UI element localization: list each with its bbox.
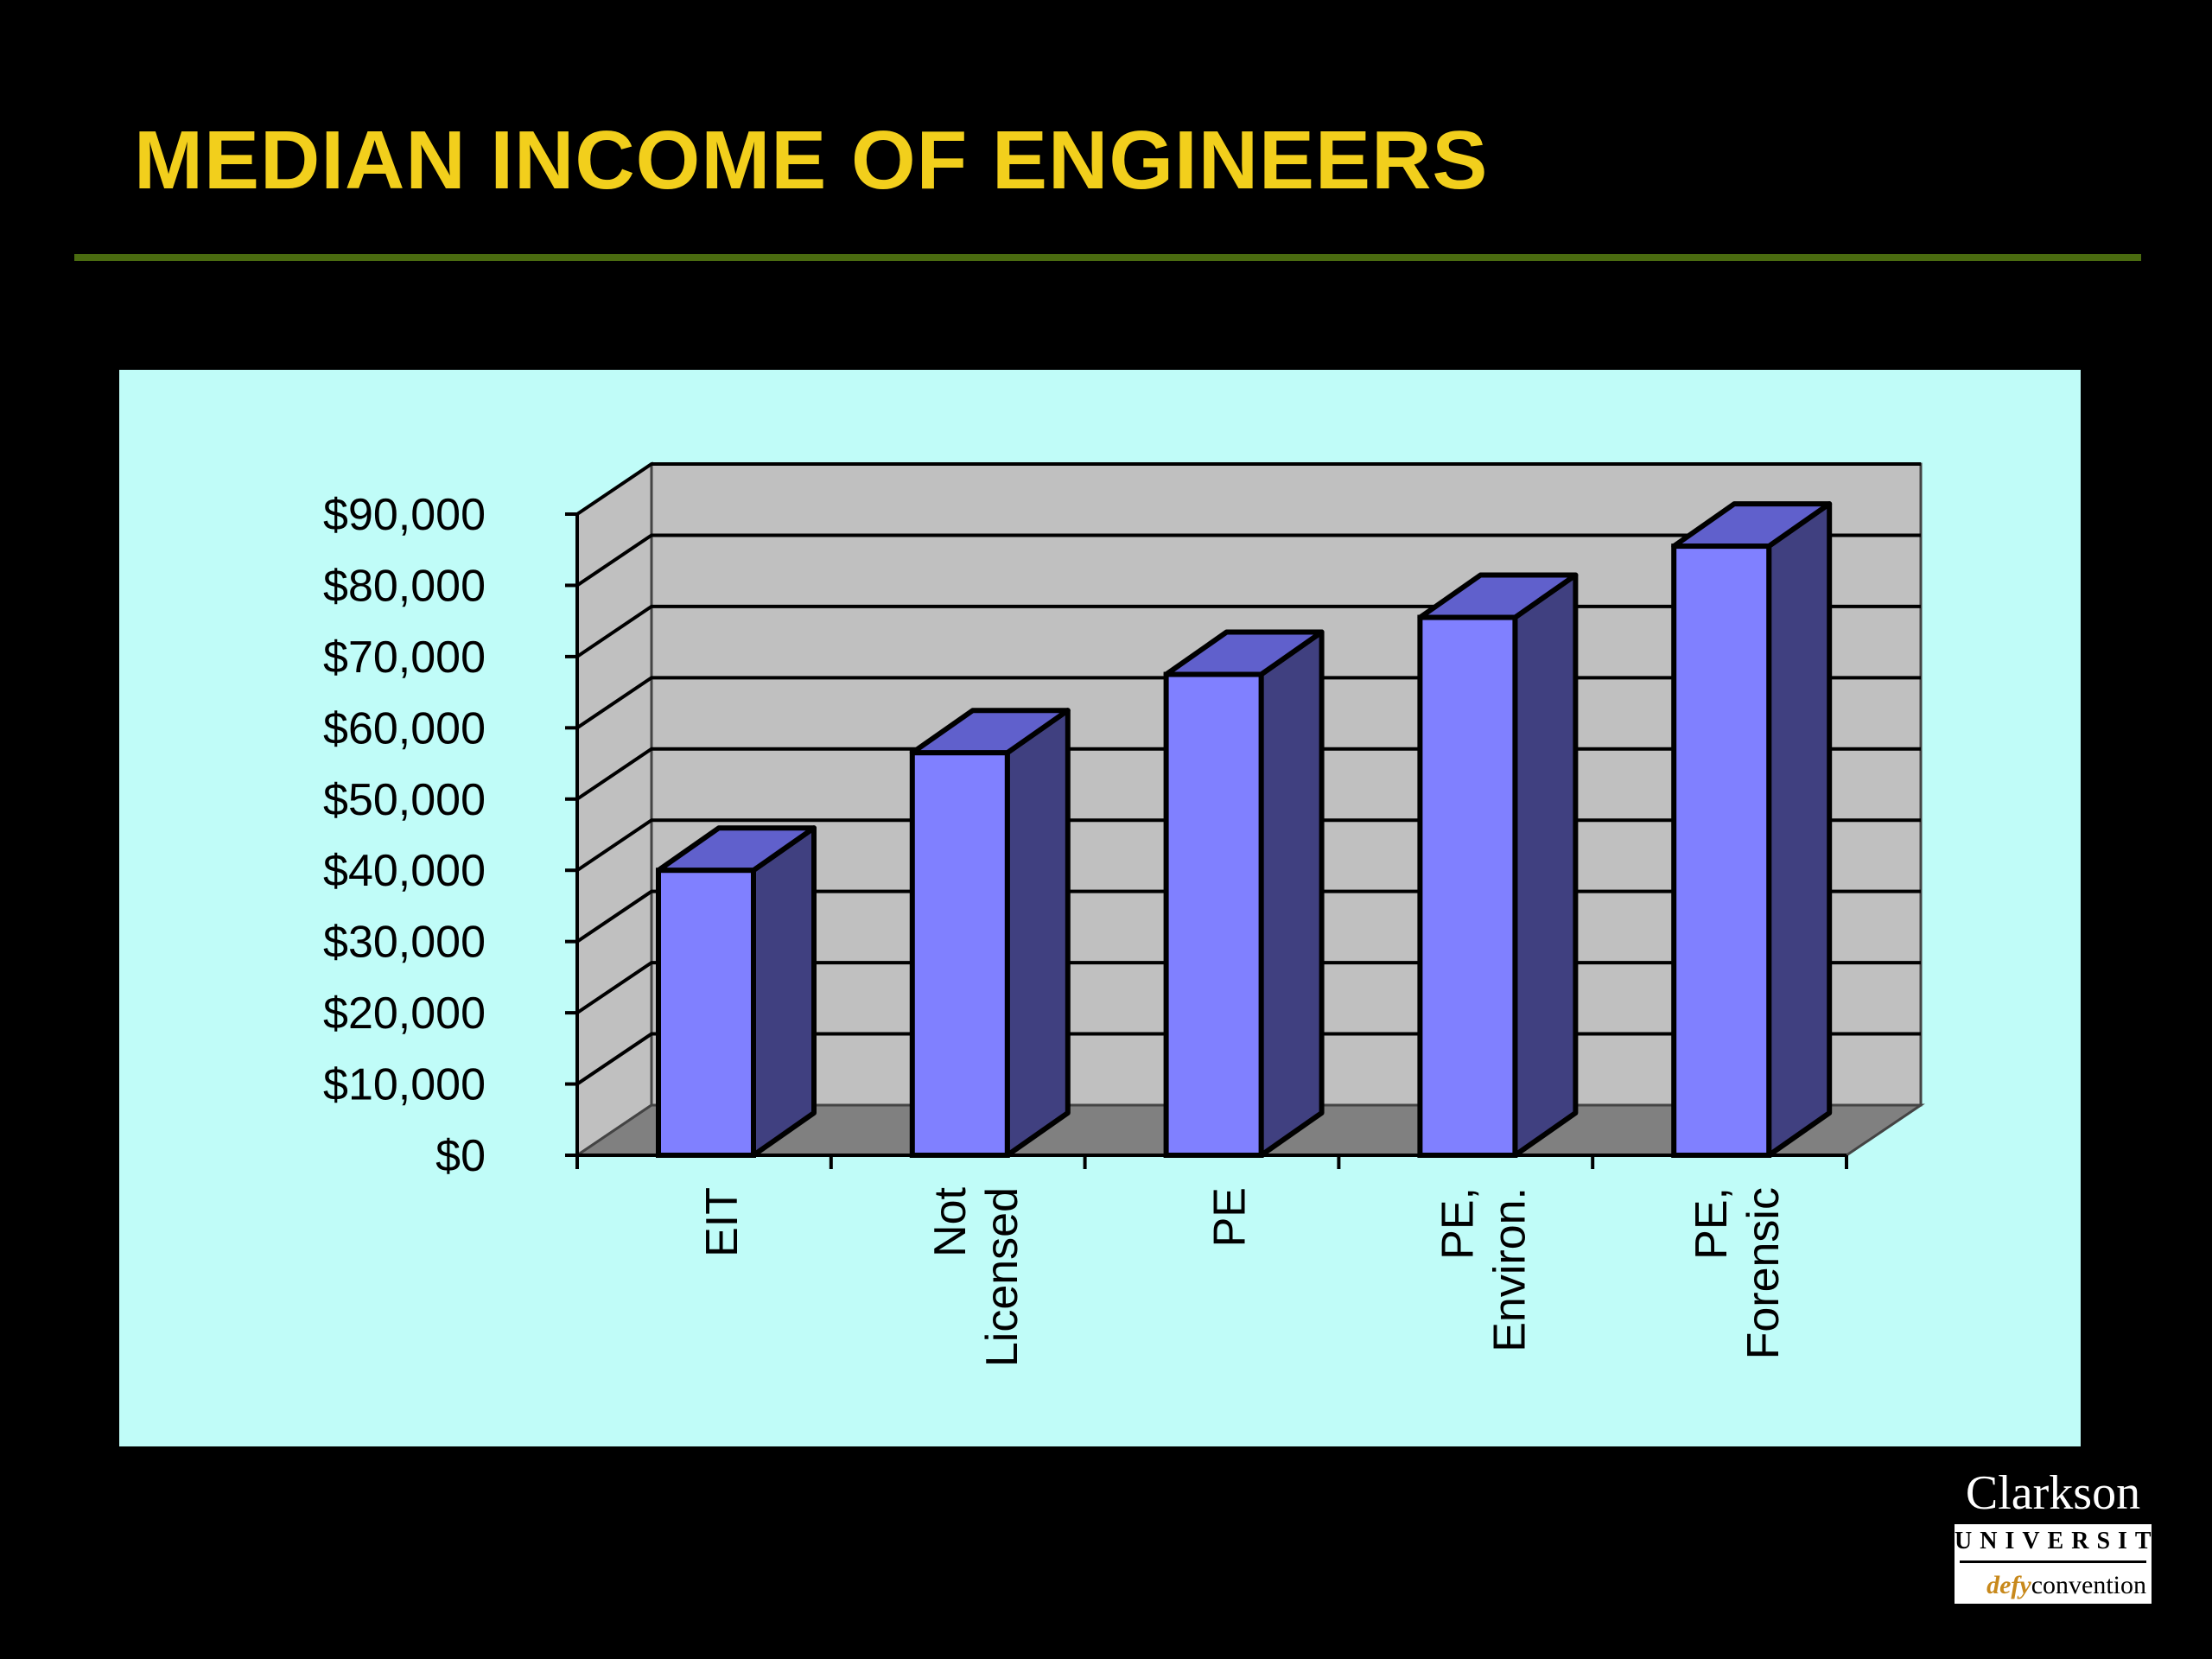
logo-divider [1960,1560,2146,1563]
logo-tag-suffix: convention [2031,1571,2146,1599]
bar-side [1766,501,1833,1158]
bar [1671,543,1772,1159]
y-tick-label: $60,000 [323,703,486,753]
x-category-label-line: EIT [697,1187,747,1257]
x-category-label-line: Environ. [1484,1187,1535,1352]
bar [1417,614,1518,1158]
x-category-label: EIT [697,1187,747,1257]
y-tick-label: $90,000 [323,490,486,540]
bar-side [751,825,817,1158]
x-category-label-line: PE, [1433,1187,1483,1260]
bar [656,868,756,1158]
y-tick-label: $20,000 [323,988,486,1039]
logo-box: UNIVERSITY defyconvention [1955,1524,2184,1604]
x-category-label-line: PE, [1687,1187,1737,1260]
chart-panel: $0 $10,000 $20,000 $30,000 $40,000 $50,000 $60… [119,370,2081,1446]
y-tick-label: $50,000 [323,775,486,825]
bar-chart: $0 $10,000 $20,000 $30,000 $40,000 $50,000 $60… [323,461,1925,1367]
x-category-label: PE, Forensic [1687,1187,1789,1359]
logo-name: Clarkson [1965,1466,2141,1520]
bar-side [1004,708,1071,1158]
x-category-label-line: PE [1205,1187,1255,1247]
side-wall [575,461,653,1158]
y-tick-label: $80,000 [323,561,486,611]
x-category-label-line: Not [925,1186,976,1256]
x-category-label: PE, Environ. [1433,1187,1535,1352]
logo-university: UNIVERSITY [1955,1528,2184,1554]
y-tick-label: $40,000 [323,846,486,896]
gridline [575,462,1921,516]
title-divider [74,254,2141,261]
bar [909,750,1010,1158]
y-tick-label: $10,000 [323,1060,486,1110]
logo-tagline: defyconvention [1955,1573,2146,1599]
x-category-label-line: Licensed [977,1187,1027,1367]
x-category-label-line: Forensic [1738,1187,1789,1359]
y-tick-label: $0 [435,1131,486,1181]
bar-side [1258,629,1325,1158]
bar-side [1512,572,1579,1158]
x-category-label: Not Licensed [925,1186,1027,1367]
bar [1163,671,1264,1158]
logo-tag-prefix: defy [1986,1571,2031,1599]
y-tick-label: $70,000 [323,632,486,683]
y-tick-label: $30,000 [323,918,486,968]
x-category-label: PE [1205,1187,1255,1247]
gridline [575,533,1921,588]
clarkson-logo: Clarkson UNIVERSITY defyconvention [1951,1466,2184,1607]
slide-title: MEDIAN INCOME OF ENGINEERS [134,114,1489,207]
